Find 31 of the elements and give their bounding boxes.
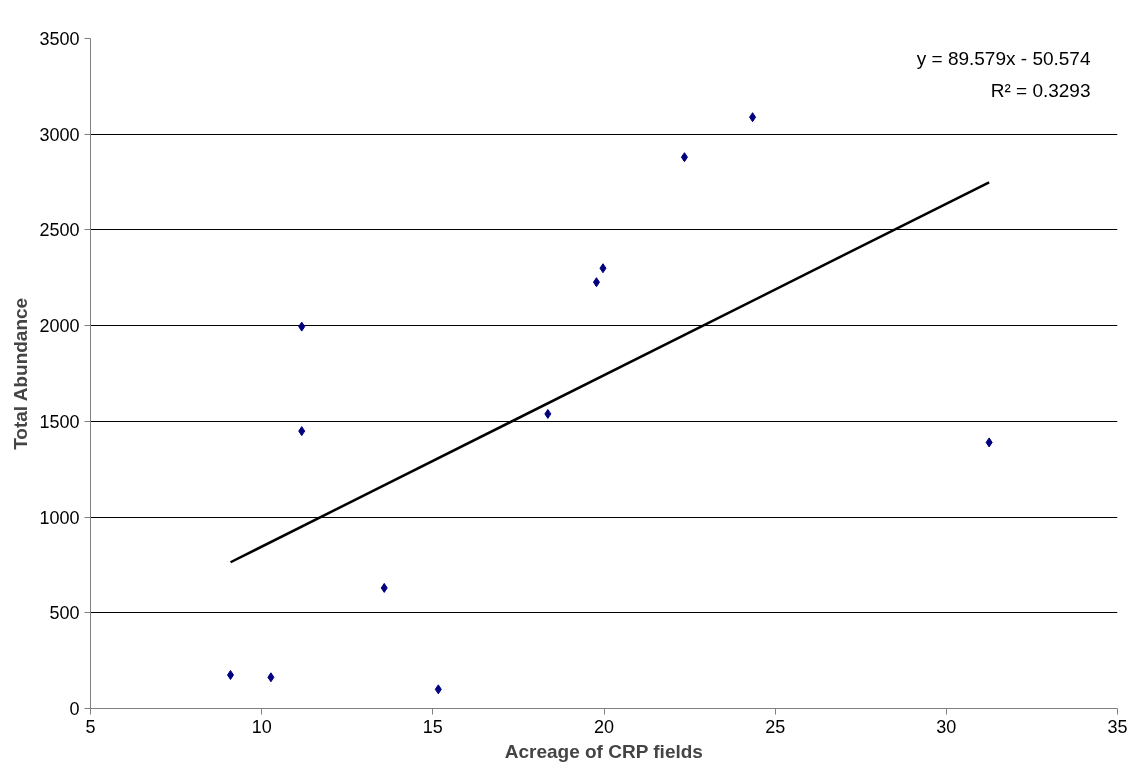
x-tick-label: 15 (422, 716, 443, 737)
point (592, 277, 600, 288)
x-tick-label: 30 (936, 716, 957, 737)
annotation: R² = 0.3293 (990, 79, 1091, 101)
y-tick-label: 3000 (39, 124, 80, 145)
point (380, 582, 388, 593)
y-axis-title: Total Abundance (10, 297, 32, 450)
point (298, 321, 306, 332)
annotation: y = 89.579x - 50.574 (916, 47, 1091, 69)
point (434, 684, 442, 695)
y-tick-label: 500 (49, 603, 80, 624)
point (985, 437, 993, 448)
y-tick-label: 2000 (39, 316, 80, 337)
point (680, 152, 688, 163)
point (544, 408, 552, 419)
point (227, 670, 235, 680)
x-tick-label: 25 (765, 716, 786, 737)
x-axis-title: Acreage of CRP fields (504, 740, 703, 762)
x-tick-label: 5 (85, 716, 96, 737)
y-tick-label: 2500 (39, 220, 80, 241)
y-tick-label: 0 (69, 699, 80, 719)
point (749, 112, 757, 123)
x-tick-label: 20 (593, 716, 615, 737)
x-tick-label: 10 (251, 716, 272, 737)
point (298, 426, 306, 437)
point (599, 263, 607, 274)
y-tick-label: 3500 (39, 29, 80, 49)
x-tick-label: 35 (1107, 716, 1128, 737)
y-tick-label: 1000 (39, 507, 80, 528)
y-tick-label: 1500 (39, 411, 80, 432)
point (267, 672, 275, 683)
